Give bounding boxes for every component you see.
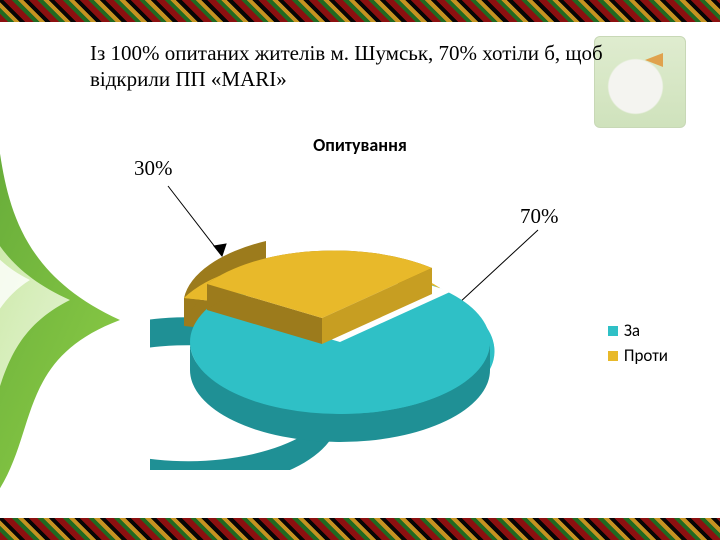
headline-text: Із 100% опитаних жителів м. Шумськ, 70% … — [90, 40, 630, 93]
pie-chart — [150, 210, 500, 470]
legend-swatch-za — [608, 326, 618, 336]
legend-label-proty: Проти — [624, 345, 668, 366]
legend-item-proty: Проти — [608, 345, 668, 366]
pattern-border-bottom — [0, 518, 720, 540]
legend-label-za: За — [624, 320, 640, 341]
chart-title: Опитування — [0, 134, 720, 156]
legend-swatch-proty — [608, 351, 618, 361]
callout-30: 30% — [134, 156, 173, 181]
legend-item-za: За — [608, 320, 668, 341]
chart-legend: За Проти — [608, 320, 668, 370]
pattern-border-top — [0, 0, 720, 22]
slide-root: Із 100% опитаних жителів м. Шумськ, 70% … — [0, 0, 720, 540]
